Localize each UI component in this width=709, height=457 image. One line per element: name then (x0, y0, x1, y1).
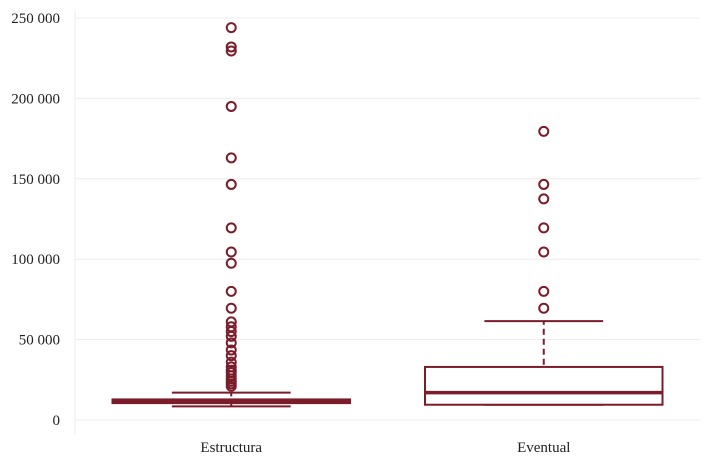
outlier-point (538, 193, 550, 205)
y-tick-label: 50 000 (19, 333, 60, 349)
outlier-point (225, 302, 237, 314)
outlier-point (538, 125, 550, 137)
box-eventual (424, 125, 664, 406)
outlier-point (225, 45, 237, 57)
outlier-point (225, 257, 237, 269)
outlier-point (538, 246, 550, 258)
outlier-point (225, 316, 237, 328)
outlier-point (225, 100, 237, 112)
outlier-point (538, 302, 550, 314)
outlier-point (538, 222, 550, 234)
outlier-point (225, 178, 237, 190)
x-category-label: Estructura (200, 440, 262, 456)
outlier-point (538, 178, 550, 190)
outlier-point (225, 344, 237, 356)
y-tick-label: 0 (53, 413, 61, 429)
y-tick-label: 100 000 (11, 252, 60, 268)
outlier-point (225, 356, 237, 368)
outlier-point (225, 41, 237, 53)
box-estructura (111, 22, 351, 408)
x-category-label: Eventual (517, 440, 570, 456)
boxes (111, 22, 664, 408)
y-tick-label: 150 000 (11, 172, 60, 188)
outlier-point (225, 361, 237, 373)
y-axis-ticks: 0 50 000 100 000 150 000 200 000 250 000 (11, 11, 60, 429)
outlier-point (225, 246, 237, 258)
outlier-point (225, 337, 237, 349)
y-tick-label: 250 000 (11, 11, 60, 27)
outlier-point (225, 22, 237, 34)
grid-lines (75, 17, 700, 421)
outlier-point (225, 152, 237, 164)
x-axis-categories: Estructura Eventual (200, 440, 570, 456)
outlier-point (538, 285, 550, 297)
outlier-point (225, 222, 237, 234)
outlier-point (225, 285, 237, 297)
y-tick-label: 200 000 (11, 91, 60, 107)
box-iqr (424, 365, 664, 406)
outlier-point (225, 321, 237, 333)
outlier-point (225, 350, 237, 362)
